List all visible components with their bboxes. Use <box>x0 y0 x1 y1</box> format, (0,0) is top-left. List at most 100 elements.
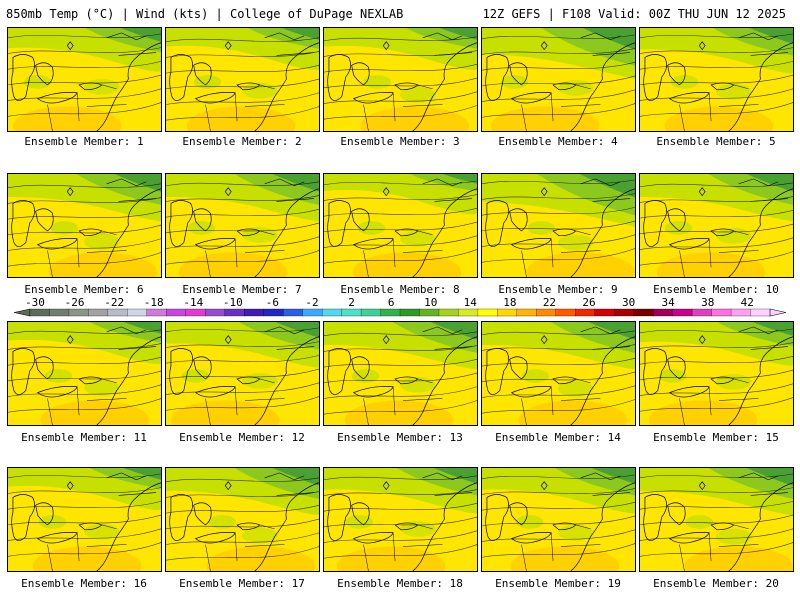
wind-streamline <box>166 327 319 333</box>
wind-streamline <box>482 488 635 495</box>
ensemble-map-panel <box>7 321 162 426</box>
wind-streamline <box>324 208 477 217</box>
wind-streamline <box>640 182 793 188</box>
hot-patch <box>206 546 316 571</box>
mid-blob <box>38 515 67 529</box>
colorbar-tick-label: -26 <box>65 296 85 309</box>
temperature-map <box>166 322 319 425</box>
lake-michigan-outline <box>643 494 667 541</box>
border-lines <box>264 472 315 496</box>
cold-core <box>746 174 793 192</box>
wind-streamline <box>166 236 319 249</box>
colorbar-swatch <box>244 308 265 317</box>
cold-core <box>752 322 793 336</box>
lake-erie-outline <box>194 532 236 544</box>
lake-huron-outline <box>35 208 54 232</box>
wind-streamline <box>166 106 319 121</box>
border-lines <box>106 178 157 202</box>
lake-erie-outline <box>194 238 236 250</box>
wind-streamline <box>166 250 319 265</box>
cold-core <box>275 322 319 338</box>
coastline <box>254 336 319 425</box>
ensemble-member-label: Ensemble Member: 10 <box>653 283 779 296</box>
temperature-map <box>324 322 477 425</box>
temperature-map <box>8 468 161 571</box>
wind-streamline <box>166 181 319 187</box>
lake-ontario-outline <box>78 228 103 237</box>
colorbar-swatch <box>166 308 187 317</box>
wind-streamline <box>8 197 161 204</box>
wind-streamline <box>640 369 793 381</box>
wind-streamline <box>166 532 319 545</box>
ensemble-map-panel <box>323 467 478 572</box>
lake-ontario-outline <box>710 228 735 237</box>
colorbar-swatch <box>536 308 557 317</box>
lake-michigan-outline <box>485 348 509 395</box>
station-marker <box>382 335 390 345</box>
colorbar-tick-label: 10 <box>424 296 437 309</box>
mid-blob <box>44 369 73 383</box>
ensemble-member-label: Ensemble Member: 15 <box>653 431 779 444</box>
wind-streamline <box>324 331 477 337</box>
mid-blob <box>181 369 210 383</box>
wind-streamline <box>482 385 635 398</box>
cold-core <box>442 174 477 184</box>
wind-streamline <box>324 64 477 73</box>
wind-streamline <box>482 193 635 200</box>
colorbar-tick-label: -6 <box>266 296 279 309</box>
colorbar-swatch <box>399 308 421 317</box>
wind-streamline <box>324 530 477 543</box>
wind-streamline <box>640 514 793 526</box>
lake-erie-outline <box>352 92 394 104</box>
temperature-map <box>324 468 477 571</box>
mid-blob <box>242 373 278 389</box>
ensemble-member-label: Ensemble Member: 17 <box>179 577 305 590</box>
wind-streamline <box>640 342 793 349</box>
ensemble-member-label: Ensemble Member: 3 <box>340 135 460 148</box>
station-marker <box>540 481 548 491</box>
wind-streamline <box>324 400 477 415</box>
wind-streamline <box>482 371 635 383</box>
lake-huron-outline <box>35 356 54 380</box>
state-lines <box>205 378 285 425</box>
wind-streamline <box>324 503 477 512</box>
colorbar-tick-label: 2 <box>348 296 355 309</box>
title-left: 850mb Temp (°C) | Wind (kts) | College o… <box>6 7 404 21</box>
colorbar-swatch <box>360 308 382 317</box>
wind-streamline <box>8 88 161 101</box>
coastline <box>728 188 793 277</box>
lake-ontario-outline <box>552 522 577 531</box>
wind-streamline <box>166 355 319 364</box>
ensemble-map-panel <box>639 27 794 132</box>
cold-core <box>749 28 793 44</box>
wind-streamline <box>8 238 161 251</box>
colorbar-swatch <box>419 308 440 317</box>
wind-streamline <box>482 207 635 216</box>
lake-huron-outline <box>509 208 528 232</box>
wind-streamline <box>640 61 793 70</box>
station-marker <box>382 481 390 491</box>
cold-core <box>579 174 635 198</box>
wind-streamline <box>324 180 477 186</box>
wind-streamline <box>166 477 319 483</box>
hot-patch <box>186 106 296 131</box>
wind-streamline <box>640 210 793 219</box>
mid-blob <box>193 75 222 89</box>
ensemble-map-panel <box>165 27 320 132</box>
wind-streamline <box>482 543 635 558</box>
lake-huron-outline <box>351 208 370 232</box>
ensemble-map-panel <box>323 27 478 132</box>
wind-streamline <box>324 475 477 481</box>
wind-streamline <box>324 372 477 384</box>
wind-streamline <box>482 34 635 40</box>
lake-erie-outline <box>352 238 394 250</box>
wind-streamline <box>324 105 477 120</box>
wind-streamline <box>640 102 793 117</box>
lake-michigan-outline <box>11 54 35 101</box>
lake-huron-outline <box>193 502 212 526</box>
border-lines <box>738 472 789 496</box>
wind-streamline <box>324 345 477 352</box>
hot-patch <box>170 400 280 425</box>
lake-michigan-outline <box>327 200 351 247</box>
temperature-map <box>324 174 477 277</box>
